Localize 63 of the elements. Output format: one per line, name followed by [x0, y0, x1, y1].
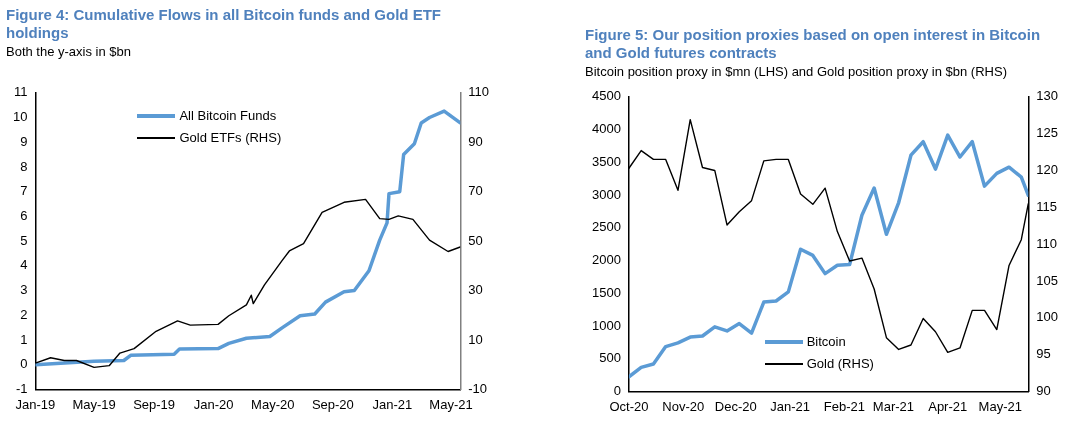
y-tick-label: 1500 — [592, 284, 621, 300]
y-tick-label: 2000 — [592, 252, 621, 268]
y2-tick-label: 100 — [1036, 309, 1059, 325]
y-tick-label: 7 — [20, 183, 28, 199]
y2-tick-label: 30 — [468, 282, 483, 298]
y-tick-label: 9 — [20, 133, 28, 149]
x-tick-label: Nov-20 — [662, 398, 705, 414]
y-tick-label: 0 — [613, 382, 621, 398]
y-tick-label: 8 — [20, 158, 28, 174]
y2-tick-label: 130 — [1036, 88, 1059, 104]
x-tick-label: Mar-21 — [872, 398, 915, 414]
legend-label: Bitcoin — [806, 333, 846, 352]
y2-tick-label: 120 — [1036, 162, 1059, 178]
chart-title: Figure 4: Cumulative Flows in all Bitcoin funds and Gold ETF holdings — [6, 6, 443, 42]
x-tick-label: Apr-21 — [928, 398, 968, 414]
y-tick-label: 3000 — [592, 186, 621, 202]
chart-subtitle: Bitcoin position proxy in $mn (LHS) and Gold position proxy in $bn (RHS) — [585, 64, 1008, 79]
y-tick-label: 5 — [20, 232, 28, 248]
y2-tick-label: 90 — [1036, 382, 1051, 398]
y-tick-label: 10 — [12, 109, 28, 125]
chart-subtitle: Both the y-axis in $bn — [6, 44, 133, 59]
y-tick-label: 2 — [20, 306, 28, 322]
y2-tick-label: 110 — [1036, 235, 1058, 251]
y-tick-label: 1 — [20, 331, 28, 347]
x-tick-label: Sep-20 — [311, 396, 354, 412]
x-tick-label: Jan-21 — [770, 398, 810, 414]
x-tick-label: May-19 — [72, 396, 116, 412]
x-tick-label: Sep-19 — [133, 396, 176, 412]
y-tick-label: 3500 — [592, 153, 621, 169]
x-tick-label: Jan-21 — [372, 396, 413, 412]
y2-tick-label: 115 — [1036, 198, 1058, 214]
y2-tick-label: 10 — [468, 331, 483, 347]
x-tick-label: May-21 — [978, 398, 1022, 414]
legend-label: Gold (RHS) — [806, 355, 874, 374]
y-tick-label: 11 — [13, 84, 28, 100]
y-tick-label: 6 — [20, 207, 28, 223]
x-tick-label: Feb-21 — [823, 398, 865, 414]
x-tick-label: Jan-20 — [193, 396, 234, 412]
y2-tick-label: 50 — [468, 232, 483, 248]
y2-tick-label: 105 — [1036, 272, 1059, 288]
y-tick-label: -1 — [15, 380, 28, 396]
y2-tick-label: 110 — [468, 84, 490, 100]
y2-tick-label: 125 — [1036, 125, 1059, 141]
y-tick-label: 2500 — [592, 219, 621, 235]
y-tick-label: 1000 — [592, 317, 621, 333]
chart-title: Figure 5: Our position proxies based on open interest in Bitcoin and Gold futures contracts — [585, 26, 1042, 62]
x-tick-label: Oct-20 — [609, 398, 649, 414]
x-tick-label: May-21 — [429, 396, 473, 412]
x-tick-label: Dec-20 — [714, 398, 757, 414]
x-tick-label: Jan-19 — [15, 396, 56, 412]
y-tick-label: 4000 — [592, 121, 621, 137]
y2-tick-label: 95 — [1036, 346, 1051, 362]
y2-tick-label: 90 — [468, 133, 483, 149]
y-tick-label: 3 — [20, 282, 28, 298]
legend-label: Gold ETFs (RHS) — [179, 128, 282, 147]
y2-tick-label: -10 — [468, 380, 488, 396]
y-tick-label: 4500 — [592, 88, 621, 104]
y-tick-label: 4 — [20, 257, 28, 273]
y2-tick-label: 70 — [468, 183, 483, 199]
legend-label: All Bitcoin Funds — [179, 106, 277, 125]
y-tick-label: 0 — [20, 356, 28, 372]
y-tick-label: 500 — [599, 350, 621, 366]
x-tick-label: May-20 — [251, 396, 295, 412]
